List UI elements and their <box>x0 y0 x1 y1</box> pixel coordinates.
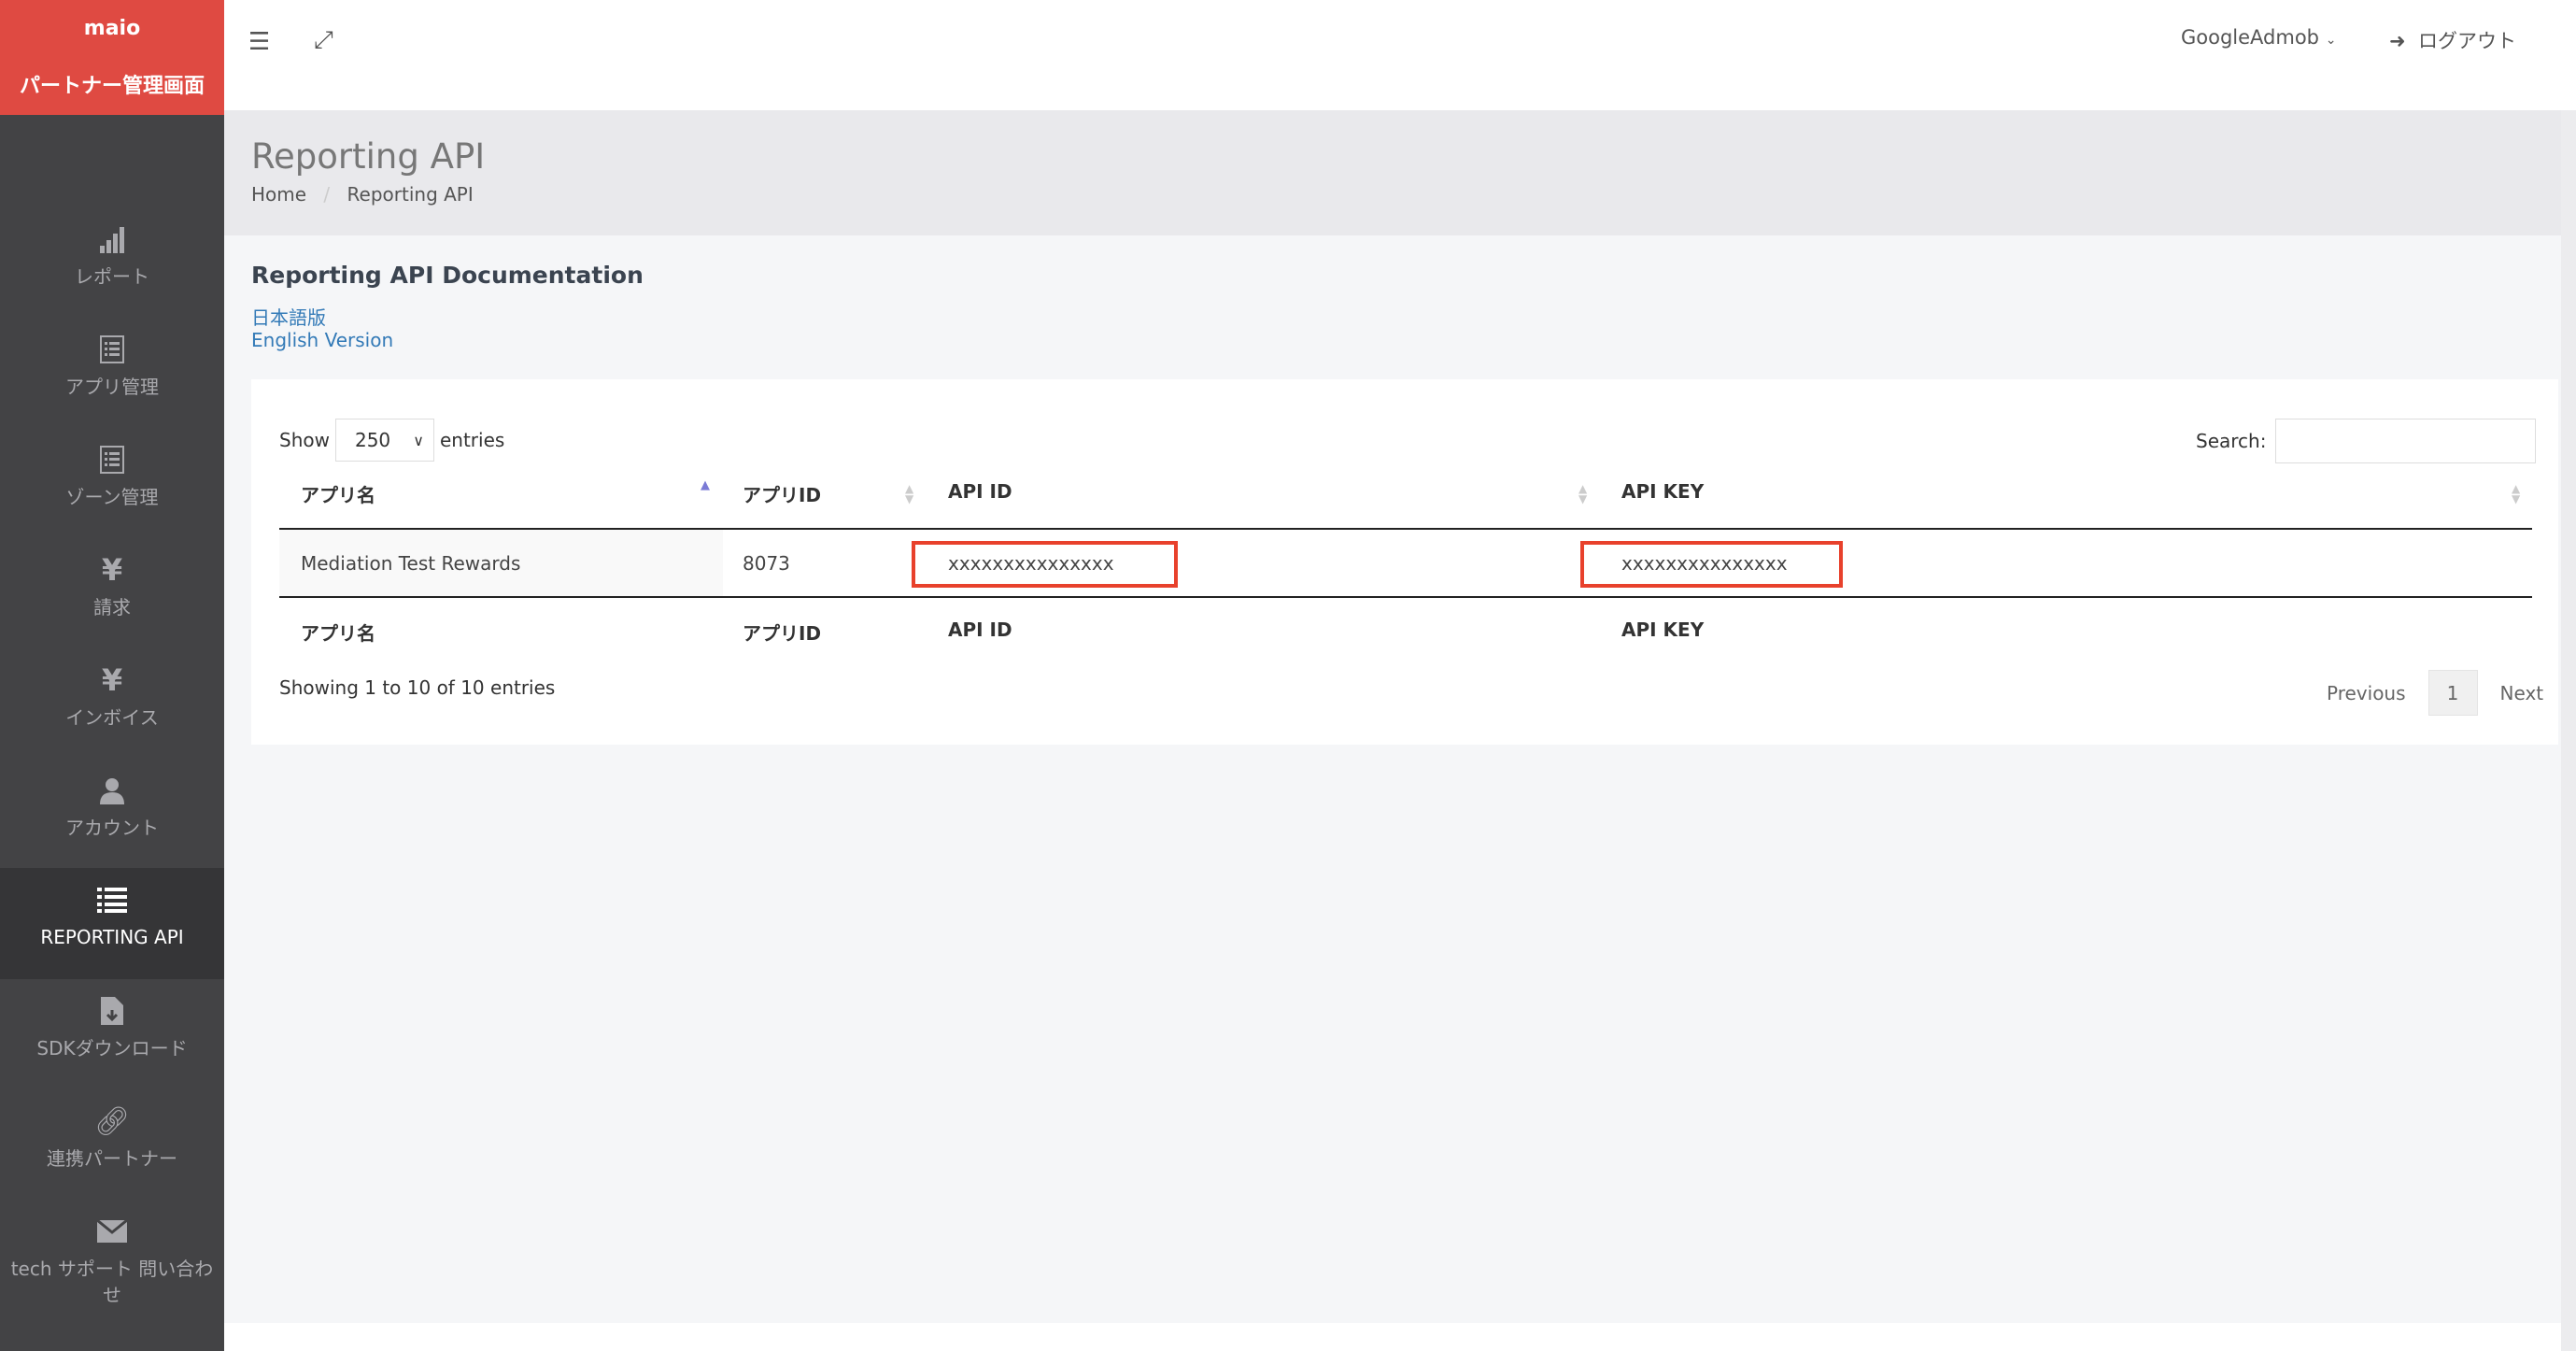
sidebar-item-3[interactable]: ¥ 請求 <box>0 538 224 648</box>
yen-icon: ¥ <box>101 552 123 588</box>
page-title: Reporting API <box>251 136 486 177</box>
sidebar-item-label: アプリ管理 <box>65 376 159 398</box>
list-document-icon <box>0 331 224 368</box>
highlight-box <box>1580 541 1843 588</box>
cell-app-name: Mediation Test Rewards <box>301 552 521 575</box>
page-length-control: Show 250 ∨ entries <box>279 419 504 462</box>
column-footer-app-name: アプリ名 <box>301 622 375 645</box>
hamburger-menu-icon[interactable]: ☰ <box>248 28 271 56</box>
column-footer-api-key: API KEY <box>1621 619 1705 641</box>
column-footer-api-id: API ID <box>948 619 1012 641</box>
sidebar-item-label: インボイス <box>65 706 159 729</box>
sidebar-item-6[interactable]: REPORTING API <box>0 868 224 979</box>
docs-link-japanese[interactable]: 日本語版 <box>251 306 326 329</box>
sidebar-item-label: アカウント <box>65 817 159 839</box>
column-header-api-id[interactable]: API ID <box>948 480 1012 503</box>
sidebar-item-label: 請求 <box>93 596 131 619</box>
sidebar-item-label: tech サポート 問い合わせ <box>10 1258 214 1306</box>
pagination-page-1[interactable]: 1 <box>2427 670 2478 716</box>
pagination: Previous 1 Next <box>2304 670 2566 716</box>
account-dropdown[interactable]: GoogleAdmob ⌄ <box>2181 26 2336 49</box>
table-row: Mediation Test Rewards 8073 xxxxxxxxxxxx… <box>279 530 2532 596</box>
sort-ascending-icon: ▲ <box>701 478 710 492</box>
pagination-next[interactable]: Next <box>2499 681 2544 704</box>
breadcrumb-separator: / <box>323 183 331 206</box>
sidebar-item-label: ゾーン管理 <box>65 486 159 508</box>
page-header: Reporting API Home / Reporting API <box>224 110 2576 235</box>
sidebar-item-5[interactable]: アカウント <box>0 759 224 869</box>
cell-api-key: xxxxxxxxxxxxxxx <box>1621 552 1788 575</box>
sidebar-item-label: レポート <box>75 265 149 288</box>
brand-subtitle: パートナー管理画面 <box>19 75 205 98</box>
column-footer-app-id: アプリID <box>743 622 822 645</box>
file-download-icon <box>0 992 224 1030</box>
envelope-icon <box>0 1213 224 1250</box>
pagination-previous[interactable]: Previous <box>2327 681 2406 704</box>
highlight-box <box>912 541 1178 588</box>
cell-app-id: 8073 <box>743 552 790 575</box>
top-navbar: ☰ ⤢ GoogleAdmob ⌄ ➜ ログアウト <box>224 0 2576 110</box>
user-icon <box>0 772 224 809</box>
sidebar-item-9[interactable]: tech サポート 問い合わせ <box>0 1200 224 1310</box>
chevron-down-icon: ⌄ <box>2325 33 2337 48</box>
list-icon <box>0 881 224 918</box>
logout-icon: ➜ <box>2389 30 2406 52</box>
brand-name: maio <box>83 17 141 40</box>
divider <box>279 596 2532 598</box>
show-label: Show <box>279 429 330 451</box>
sort-icon: ▲ ▼ <box>905 482 914 505</box>
search-label: Search: <box>2196 430 2267 452</box>
column-header-app-id[interactable]: アプリID <box>743 484 822 506</box>
docs-heading: Reporting API Documentation <box>251 262 644 289</box>
breadcrumb-current: Reporting API <box>347 183 474 206</box>
page-size-value: 250 <box>354 429 391 451</box>
divider <box>279 528 2532 530</box>
page-size-select[interactable]: 250 ∨ <box>334 419 434 462</box>
sort-icon: ▲ ▼ <box>2512 482 2521 505</box>
sort-icon: ▲ ▼ <box>1578 482 1588 505</box>
column-header-api-key[interactable]: API KEY <box>1621 480 1705 503</box>
sidebar-item-2[interactable]: ゾーン管理 <box>0 428 224 538</box>
sidebar: maio パートナー管理画面 レポートアプリ管理ゾーン管理 ¥ 請求 ¥ インボイスアカ… <box>0 0 224 1351</box>
api-keys-table-panel: Show 250 ∨ entries Search: アプリ名 ▲ アプリID … <box>251 379 2558 745</box>
sidebar-item-label: 連携パートナー <box>47 1147 177 1170</box>
sidebar-item-4[interactable]: ¥ インボイス <box>0 648 224 759</box>
cell-api-id: xxxxxxxxxxxxxxx <box>948 552 1114 575</box>
sidebar-item-0[interactable]: レポート <box>0 207 224 318</box>
breadcrumb-home[interactable]: Home <box>251 183 307 206</box>
scrollbar[interactable] <box>2561 110 2576 1351</box>
account-name: GoogleAdmob <box>2181 26 2320 49</box>
brand-logo[interactable]: maio パートナー管理画面 <box>0 0 224 115</box>
link-icon: 🔗︎ <box>93 1104 131 1138</box>
sidebar-item-1[interactable]: アプリ管理 <box>0 318 224 428</box>
search-control: Search: <box>2196 419 2537 463</box>
breadcrumb: Home / Reporting API <box>251 183 474 206</box>
sidebar-item-label: REPORTING API <box>40 926 184 948</box>
bar-chart-icon <box>0 220 224 258</box>
fullscreen-icon[interactable]: ⤢ <box>314 26 333 54</box>
search-input[interactable] <box>2275 419 2537 463</box>
entries-label: entries <box>439 429 505 451</box>
sorted-cell-bg <box>279 530 723 596</box>
chevron-down-icon: ∨ <box>413 431 424 449</box>
sidebar-item-8[interactable]: 🔗︎ 連携パートナー <box>0 1089 224 1200</box>
sidebar-item-label: SDKダウンロード <box>36 1037 188 1059</box>
list-document-icon <box>0 441 224 478</box>
table-info: Showing 1 to 10 of 10 entries <box>279 676 556 699</box>
logout-label: ログアウト <box>2417 30 2516 52</box>
logout-button[interactable]: ➜ ログアウト <box>2389 26 2516 54</box>
sidebar-item-7[interactable]: SDKダウンロード <box>0 979 224 1089</box>
docs-link-english[interactable]: English Version <box>251 329 394 351</box>
yen-icon: ¥ <box>101 662 123 698</box>
column-header-app-name[interactable]: アプリ名 <box>301 484 375 506</box>
